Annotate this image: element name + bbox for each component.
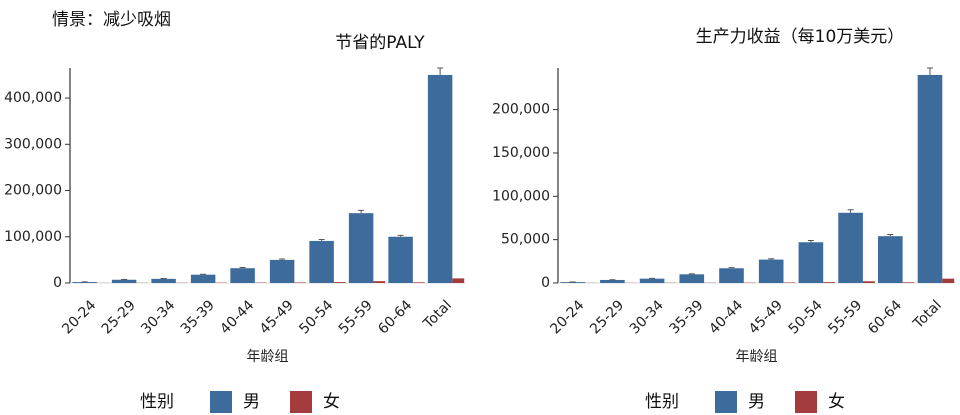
bar: [942, 278, 955, 283]
bar: [151, 278, 176, 283]
bar: [452, 278, 465, 283]
legend-swatch: [715, 391, 737, 413]
y-tick-label: 150,000: [492, 145, 550, 161]
bar: [783, 282, 796, 283]
x-tick-label: 50-54: [296, 297, 336, 337]
x-tick-label: 60-64: [375, 297, 415, 337]
bar: [269, 259, 295, 283]
error-bar: [239, 267, 246, 269]
bar: [679, 274, 705, 283]
error-bar: [279, 258, 286, 260]
x-axis-label: 年龄组: [736, 349, 778, 365]
bar: [190, 274, 216, 283]
x-tick-label: 55-59: [336, 297, 376, 337]
x-tick-label: 45-49: [746, 297, 786, 337]
bar: [294, 282, 307, 283]
chart-title: 生产力收益（每10万美元）: [696, 27, 905, 47]
x-tick-label: 30-34: [627, 297, 667, 337]
error-bar: [807, 240, 814, 243]
x-tick-label: Total: [420, 297, 455, 332]
legend-title: 性别: [140, 392, 174, 412]
x-tick-label: 50-54: [786, 297, 826, 337]
bar: [917, 74, 943, 283]
legend-label: 女: [828, 392, 845, 412]
legend-title: 性别: [645, 392, 679, 412]
error-bar: [397, 234, 404, 237]
bar: [427, 74, 453, 283]
bar: [758, 259, 784, 283]
y-tick-label: 200,000: [4, 183, 62, 199]
error-bar: [358, 209, 365, 214]
x-tick-label: 35-39: [178, 297, 218, 337]
x-tick-label: 55-59: [825, 297, 865, 337]
error-bar: [926, 67, 933, 75]
bar: [348, 213, 374, 283]
x-tick-label: 40-44: [706, 297, 746, 337]
bar: [560, 282, 585, 283]
bar: [862, 281, 875, 283]
y-tick-label: 100,000: [492, 188, 550, 204]
error-bar: [887, 233, 894, 237]
legend-swatch: [795, 391, 817, 413]
bar: [600, 279, 625, 283]
bar: [111, 279, 137, 283]
y-tick-label: 400,000: [4, 90, 62, 106]
y-tick-label: 200,000: [492, 102, 550, 118]
bar: [823, 282, 836, 283]
x-axis-label: 年龄组: [247, 349, 289, 365]
bar: [838, 212, 863, 283]
bar: [719, 268, 744, 283]
error-bar: [728, 267, 735, 269]
legend-label: 女: [323, 392, 340, 412]
x-tick-label: 25-29: [99, 297, 139, 337]
y-tick-label: 100,000: [4, 229, 62, 245]
x-tick-label: 45-49: [257, 297, 297, 337]
x-tick-label: 60-64: [865, 297, 905, 337]
bar: [388, 236, 413, 283]
x-tick-label: Total: [910, 297, 945, 332]
error-bar: [847, 209, 854, 213]
bar: [798, 242, 824, 283]
bar: [72, 282, 97, 283]
legend-label: 男: [748, 392, 765, 412]
x-tick-label: 20-24: [547, 297, 587, 337]
bar: [309, 240, 334, 283]
legend-swatch: [290, 391, 312, 413]
bar: [902, 282, 915, 283]
scenario-label: 情景：减少吸烟: [52, 10, 171, 30]
legend-label: 男: [243, 392, 260, 412]
chart-title: 节省的PALY: [335, 33, 425, 53]
bar: [877, 236, 903, 283]
bar: [373, 281, 386, 283]
y-tick-label: 0: [541, 275, 550, 291]
y-tick-label: 0: [53, 275, 62, 291]
error-bar: [318, 239, 325, 241]
y-tick-label: 50,000: [501, 232, 550, 248]
bar: [412, 282, 425, 283]
x-tick-label: 30-34: [138, 297, 178, 337]
bar: [333, 282, 346, 283]
x-tick-label: 35-39: [667, 297, 707, 337]
y-tick-label: 300,000: [4, 136, 62, 152]
bar: [639, 278, 665, 283]
error-bar: [768, 258, 775, 260]
legend-swatch: [210, 391, 232, 413]
x-tick-label: 40-44: [217, 297, 257, 337]
x-tick-label: 25-29: [587, 297, 627, 337]
bar: [230, 268, 255, 283]
x-tick-label: 20-24: [59, 297, 99, 337]
error-bar: [437, 67, 444, 75]
